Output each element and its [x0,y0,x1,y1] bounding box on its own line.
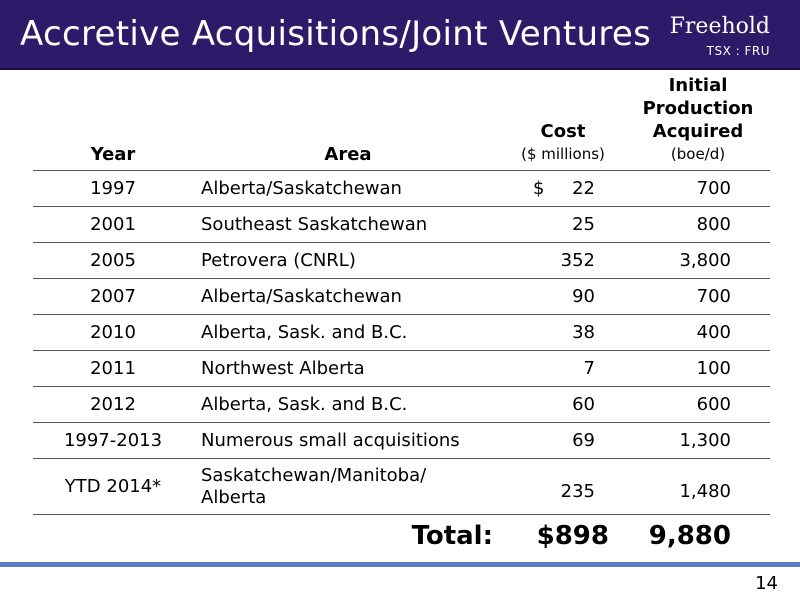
table-row: 2010 Alberta, Sask. and B.C. 38 400 [33,315,770,351]
cell-area: Petrovera (CNRL) [201,249,356,271]
cell-currency-symbol: $ [533,178,545,199]
cell-area: Alberta/Saskatchewan [201,285,402,307]
header-cost-unit: ($ millions) [521,145,605,163]
title-bar: Accretive Acquisitions/Joint Ventures Fr… [0,0,800,70]
cell-area-line1: Saskatchewan/Manitoba/ [201,464,427,486]
table-row: 2001 Southeast Saskatchewan 25 800 [33,207,770,243]
table-row: YTD 2014* Saskatchewan/Manitoba/ Alberta… [33,459,770,515]
cell-area-line2: Alberta [201,486,267,508]
cell-area: Saskatchewan/Manitoba/ Alberta [201,459,501,514]
cell-cost: 25 [572,214,595,235]
table-row: 2007 Alberta/Saskatchewan 90 700 [33,279,770,315]
header-area: Area [324,144,372,165]
footer-divider [0,562,800,567]
cell-year: YTD 2014* [64,476,162,497]
header-production-line3: Acquired [652,121,744,142]
table-row: 1997 Alberta/Saskatchewan $ 22 700 [33,171,770,207]
cell-production: 700 [696,178,731,199]
header-year: Year [90,144,136,165]
cell-area: Alberta, Sask. and B.C. [201,393,408,415]
cell-cost: 352 [560,250,595,271]
cell-area: Southeast Saskatchewan [201,213,428,235]
cell-year: 2012 [90,394,136,415]
header-production: Initial Production Acquired (boe/d) [623,74,773,166]
cell-production: 1,300 [679,430,731,451]
cell-cost: 90 [572,286,595,307]
cell-production: 1,480 [679,481,731,502]
cell-production: 700 [696,286,731,307]
cell-production: 600 [696,394,731,415]
cell-production: 400 [696,322,731,343]
company-logo: Freehold [669,14,770,39]
cell-year: 2005 [90,250,136,271]
header-production-line1: Initial [668,75,728,96]
total-label: Total: [411,521,493,551]
cell-area: Alberta/Saskatchewan [201,177,402,199]
page-number: 14 [755,573,778,594]
header-production-unit: (boe/d) [670,145,726,163]
cell-cost: 7 [583,358,595,379]
header-cost-label: Cost [540,121,586,142]
table-row: 2005 Petrovera (CNRL) 352 3,800 [33,243,770,279]
cell-year: 1997-2013 [63,430,163,451]
total-production: 9,880 [648,521,731,551]
total-row: Total: $898 9,880 [33,515,770,559]
cell-production: 3,800 [679,250,731,271]
table-row: 2011 Northwest Alberta 7 100 [33,351,770,387]
cell-cost: 22 [572,178,595,199]
table-row: 1997-2013 Numerous small acquisitions 69… [33,423,770,459]
cell-year: 2001 [90,214,136,235]
cell-cost: 60 [572,394,595,415]
acquisitions-table: Year Area Cost ($ millions) Initial Prod… [33,74,770,559]
cell-cost: 235 [560,481,595,502]
cell-year: 2007 [90,286,136,307]
cell-cost: 38 [572,322,595,343]
cell-cost: 69 [572,430,595,451]
slide-title: Accretive Acquisitions/Joint Ventures [20,14,652,54]
header-cost: Cost ($ millions) [503,120,623,166]
cell-area: Alberta, Sask. and B.C. [201,321,408,343]
cell-production: 100 [696,358,731,379]
cell-year: 2010 [90,322,136,343]
table-header: Year Area Cost ($ millions) Initial Prod… [33,74,770,171]
cell-area: Northwest Alberta [201,357,365,379]
total-cost: $898 [536,521,609,551]
cell-year: 2011 [90,358,136,379]
cell-year: 1997 [90,178,136,199]
ticker-symbol: TSX : FRU [706,44,770,58]
cell-production: 800 [696,214,731,235]
cell-area: Numerous small acquisitions [201,429,460,451]
table-row: 2012 Alberta, Sask. and B.C. 60 600 [33,387,770,423]
header-production-line2: Production [642,98,754,119]
